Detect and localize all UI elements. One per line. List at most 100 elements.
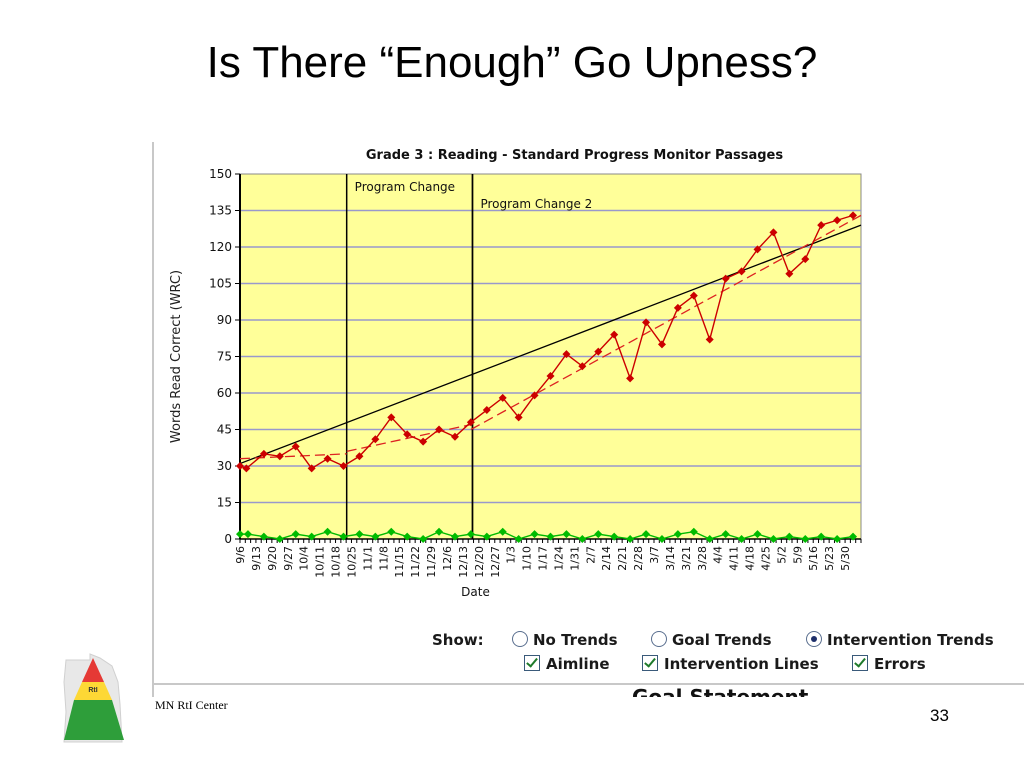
errors-data-point <box>801 535 810 543</box>
checkbox-intervention-lines[interactable]: Intervention Lines <box>642 655 819 673</box>
x-tick-label: 11/22 <box>409 546 422 578</box>
wrc-data-point <box>291 442 300 451</box>
errors-data-point <box>817 532 826 541</box>
wrc-data-point <box>721 274 730 283</box>
x-tick-label: 5/9 <box>791 546 804 564</box>
radio-button[interactable] <box>806 631 822 647</box>
checkbox-label: Aimline <box>546 655 610 673</box>
errors-data-point <box>403 532 412 541</box>
y-tick-label: 75 <box>217 350 232 364</box>
checkbox-aimline[interactable]: Aimline <box>524 655 610 673</box>
radio-intervention-trends[interactable]: Intervention Trends <box>806 631 994 649</box>
errors-data-point <box>657 535 666 543</box>
y-tick-label: 30 <box>217 459 232 473</box>
x-tick-label: 4/18 <box>744 546 757 571</box>
errors-data-point <box>435 527 444 536</box>
wrc-data-point <box>753 245 762 254</box>
goal-statement-heading: Goal Statement <box>632 685 809 697</box>
wrc-data-point <box>801 255 810 264</box>
x-tick-label: 9/13 <box>250 546 263 571</box>
wrc-data-point <box>387 413 396 422</box>
wrc-data-point <box>371 435 380 444</box>
x-tick-label: 9/27 <box>282 546 295 571</box>
x-tick-label: 5/2 <box>775 546 788 564</box>
divider <box>152 683 1024 685</box>
wrc-data-point <box>339 462 348 470</box>
wrc-data-point <box>817 221 826 230</box>
errors-data-point <box>642 530 651 539</box>
errors-data-point <box>849 532 858 541</box>
wrc-data-point <box>482 406 491 415</box>
y-axis-title: Words Read Correct (WRC) <box>169 270 184 443</box>
radio-label: Goal Trends <box>672 631 772 649</box>
wrc-data-point <box>236 462 244 470</box>
radio-button[interactable] <box>651 631 667 647</box>
x-tick-label: 3/7 <box>648 546 661 564</box>
errors-data-point <box>482 532 491 541</box>
y-tick-label: 150 <box>209 167 232 181</box>
x-tick-label: 1/3 <box>505 546 518 564</box>
x-tick-label: 1/10 <box>521 546 534 571</box>
errors-data-point <box>339 532 348 541</box>
x-tick-label: 3/21 <box>680 546 693 571</box>
wrc-data-point <box>259 449 268 458</box>
x-tick-label: 12/20 <box>473 546 486 578</box>
errors-data-point <box>753 530 762 539</box>
errors-data-point <box>721 530 730 539</box>
errors-data-point <box>594 530 603 539</box>
x-tick-label: 1/31 <box>568 546 581 571</box>
checkbox[interactable] <box>852 655 868 671</box>
x-axis-title: Date <box>461 585 490 599</box>
wrc-data-point <box>626 374 635 383</box>
x-tick-label: 2/7 <box>584 546 597 564</box>
x-tick-label: 2/21 <box>616 546 629 571</box>
errors-data-point <box>236 530 244 539</box>
intervention-trend-line <box>239 453 347 460</box>
wrc-data-point <box>419 437 428 446</box>
wrc-data-point <box>594 347 603 356</box>
wrc-data-point <box>785 269 794 278</box>
wrc-data-point <box>657 340 666 349</box>
show-label: Show: <box>432 631 484 649</box>
checkbox-label: Errors <box>874 655 926 673</box>
mn-rti-logo: RtI <box>63 653 124 743</box>
errors-data-point <box>466 530 475 539</box>
errors-data-point <box>307 532 316 541</box>
wrc-data-point <box>610 330 619 339</box>
wrc-data-point <box>435 425 444 434</box>
wrc-data-point <box>705 335 714 344</box>
checkbox[interactable] <box>524 655 540 671</box>
wrc-data-point <box>450 432 459 441</box>
checkbox-errors[interactable]: Errors <box>852 655 926 673</box>
x-tick-label: 11/15 <box>393 546 406 578</box>
radio-goal-trends[interactable]: Goal Trends <box>651 631 772 649</box>
x-tick-label: 2/14 <box>600 546 613 571</box>
errors-data-point <box>275 535 284 543</box>
x-tick-label: 11/8 <box>377 546 390 571</box>
errors-data-point <box>419 535 428 543</box>
errors-data-point <box>737 535 746 543</box>
footer-organization: MN RtI Center <box>155 698 228 712</box>
wrc-data-point <box>514 413 523 422</box>
x-tick-label: 5/23 <box>823 546 836 571</box>
radio-label: No Trends <box>533 631 618 649</box>
x-tick-label: 5/16 <box>807 546 820 571</box>
checkbox[interactable] <box>642 655 658 671</box>
errors-data-point <box>243 530 252 539</box>
radio-no-trends[interactable]: No Trends <box>512 631 618 649</box>
wrc-data-point <box>578 362 587 371</box>
y-tick-label: 135 <box>209 204 232 218</box>
wrc-data-point <box>546 371 555 380</box>
errors-data-point <box>371 532 380 541</box>
wrc-data-point <box>737 267 746 276</box>
errors-data-point <box>498 527 507 536</box>
wrc-data-point <box>323 454 332 463</box>
errors-data-point <box>514 535 523 543</box>
x-tick-label: 11/1 <box>361 546 374 571</box>
chart-screenshot: Grade 3 : Reading - Standard Progress Mo… <box>152 142 1024 697</box>
y-tick-label: 45 <box>217 423 232 437</box>
errors-data-point <box>626 535 635 543</box>
wrc-data-point <box>833 216 842 225</box>
x-tick-label: 10/4 <box>298 546 311 571</box>
radio-button[interactable] <box>512 631 528 647</box>
